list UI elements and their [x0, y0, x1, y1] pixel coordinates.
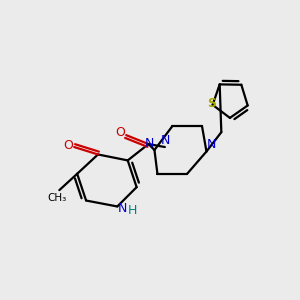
Text: CH₃: CH₃ — [47, 194, 67, 203]
Text: O: O — [63, 139, 73, 152]
Text: N: N — [118, 202, 127, 215]
Text: H: H — [128, 204, 137, 218]
Text: N: N — [207, 138, 217, 152]
Text: N: N — [144, 137, 154, 150]
Text: S: S — [207, 97, 216, 110]
Text: O: O — [115, 126, 125, 139]
Text: N: N — [161, 134, 170, 147]
